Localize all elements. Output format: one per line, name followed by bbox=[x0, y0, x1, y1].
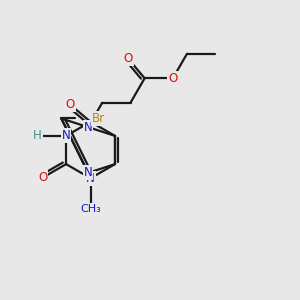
Text: O: O bbox=[65, 98, 75, 111]
Text: N: N bbox=[84, 121, 92, 134]
Text: Br: Br bbox=[92, 112, 106, 125]
Text: N: N bbox=[84, 166, 92, 179]
Text: H: H bbox=[33, 129, 42, 142]
Text: CH₃: CH₃ bbox=[80, 204, 101, 214]
Text: O: O bbox=[168, 72, 178, 85]
Text: N: N bbox=[86, 172, 95, 185]
Text: O: O bbox=[38, 171, 47, 184]
Text: N: N bbox=[62, 129, 70, 142]
Text: O: O bbox=[124, 52, 133, 65]
